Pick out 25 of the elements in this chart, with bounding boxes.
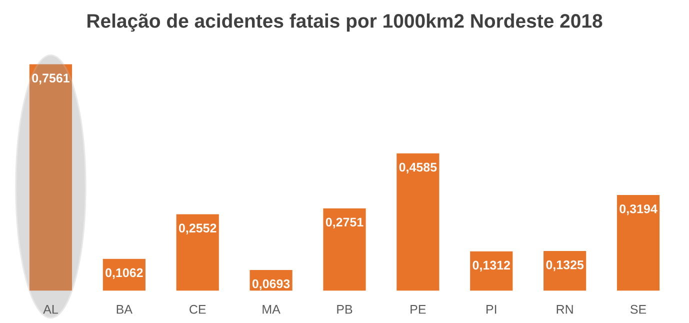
bar: [176, 214, 219, 291]
bar: [616, 195, 660, 291]
data-label: 0,4585: [399, 162, 437, 174]
data-label: 0,1325: [546, 260, 584, 272]
x-tick-label: PB: [337, 305, 352, 314]
x-tick-label: SE: [630, 304, 646, 314]
data-label: 0,0693: [252, 279, 290, 290]
data-label: 0,3194: [620, 204, 658, 216]
x-tick-label: CE: [190, 304, 206, 314]
bar: [544, 251, 586, 291]
data-label: 0,2751: [326, 218, 364, 228]
data-label: 0,1062: [106, 268, 143, 279]
data-label: 0,1312: [472, 260, 510, 272]
x-tick-label: PE: [410, 305, 426, 314]
data-label: 0,2552: [178, 224, 216, 234]
x-tick-label: MA: [262, 305, 280, 314]
x-tick-label: BA: [116, 305, 132, 314]
bar: [323, 208, 366, 291]
chart-title: Relação de acidentes fatais por 1000km2 Nordeste 2018: [88, 14, 602, 32]
data-label: 0,7561: [32, 74, 70, 84]
bar: [470, 251, 513, 291]
bar: [396, 153, 440, 291]
x-tick-label: RN: [556, 305, 573, 314]
x-tick-label: AL: [43, 305, 58, 314]
x-tick-label: PI: [486, 305, 496, 314]
